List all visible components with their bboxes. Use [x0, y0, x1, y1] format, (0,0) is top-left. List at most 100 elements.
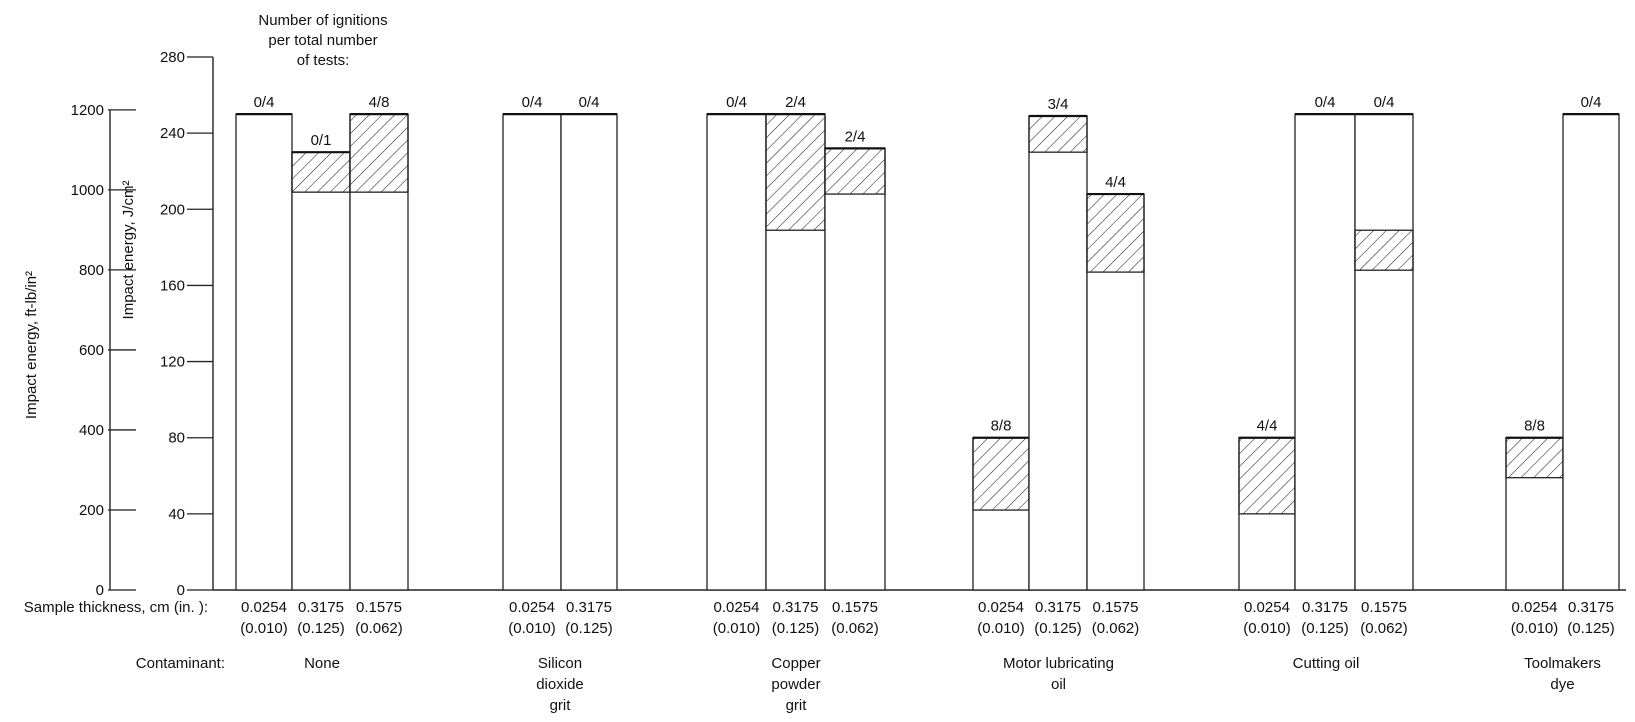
- left-axis-tick-label: 1000: [71, 182, 104, 199]
- right-axis-tick-label: 0: [177, 582, 185, 599]
- left-axis-tick-label: 200: [79, 502, 104, 519]
- thickness-cm-label: 0.1575: [356, 599, 402, 616]
- thickness-in-label: (0.125): [565, 620, 613, 637]
- ignition-ratio-label: 4/4: [1105, 174, 1126, 191]
- contaminant-label: None: [304, 655, 340, 672]
- right-axis-tick-label: 120: [160, 354, 185, 371]
- thickness-in-label: (0.125): [1301, 620, 1349, 637]
- contaminant-row-label: Contaminant:: [136, 655, 225, 672]
- ignition-ratio-label: 4/8: [369, 94, 390, 111]
- ignition-ratio-label: 8/8: [1524, 418, 1545, 435]
- bar-hatched-region: [1505, 437, 1564, 479]
- contaminant-label: Toolmakers: [1524, 655, 1601, 672]
- thickness-cm-label: 0.1575: [1093, 599, 1139, 616]
- bars-layer: [235, 113, 1620, 591]
- left-axis-tick-label: 600: [79, 342, 104, 359]
- ignition-ratio-label: 0/4: [579, 94, 600, 111]
- thickness-in-label: (0.010): [713, 620, 761, 637]
- thickness-cm-label: 0.1575: [832, 599, 878, 616]
- right-axis-tick-label: 200: [160, 201, 185, 218]
- right-axis-tick-label: 80: [168, 430, 185, 447]
- thickness-cm-label: 0.0254: [1512, 599, 1558, 616]
- thickness-in-label: (0.125): [1034, 620, 1082, 637]
- right-axis-tick-label: 280: [160, 49, 185, 66]
- thickness-cm-label: 0.0254: [978, 599, 1024, 616]
- right-axis-tick-label: 40: [168, 506, 185, 523]
- thickness-cm-label: 0.3175: [298, 599, 344, 616]
- bar: [824, 147, 886, 591]
- bar: [560, 113, 618, 591]
- ignition-ratio-label: 8/8: [991, 418, 1012, 435]
- ignitions-legend-title: per total number: [268, 32, 377, 49]
- contaminant-label: Copper: [771, 655, 820, 672]
- thickness-cm-label: 0.3175: [1568, 599, 1614, 616]
- ignition-ratio-label: 0/4: [1581, 94, 1602, 111]
- thickness-in-label: (0.062): [1092, 620, 1140, 637]
- contaminant-label: grit: [550, 697, 572, 714]
- thickness-in-label: (0.125): [772, 620, 820, 637]
- ignition-ratio-label: 2/4: [845, 128, 866, 145]
- bar: [291, 151, 351, 591]
- bar-hatched-region: [972, 437, 1030, 511]
- thickness-in-label: (0.010): [240, 620, 288, 637]
- thickness-in-label: (0.062): [831, 620, 879, 637]
- ignition-ratio-label: 3/4: [1048, 96, 1069, 113]
- right-axis-tick-label: 160: [160, 277, 185, 294]
- thickness-row-label: Sample thickness, cm (in. ):: [24, 599, 208, 616]
- contaminant-label: Silicon: [538, 655, 582, 672]
- bar-hatched-region: [1086, 193, 1145, 273]
- bar: [706, 113, 767, 591]
- bar: [1562, 113, 1620, 591]
- ignition-ratio-label: 0/4: [522, 94, 543, 111]
- bar: [235, 113, 293, 591]
- thickness-cm-label: 0.0254: [241, 599, 287, 616]
- contaminant-label: grit: [786, 697, 808, 714]
- left-axis-title: Impact energy, ft-lb/in²: [23, 271, 40, 419]
- thickness-in-label: (0.125): [297, 620, 345, 637]
- bar-hatched-region: [1028, 115, 1088, 153]
- bar-hatched-region: [291, 151, 351, 193]
- ignition-ratio-label: 0/4: [254, 94, 275, 111]
- contaminant-label: dioxide: [536, 676, 584, 693]
- right-axis-title: Impact energy, J/cm²: [120, 181, 137, 320]
- left-axis-tick-label: 400: [79, 422, 104, 439]
- bar-hatched-region: [1354, 229, 1414, 271]
- contaminant-label: dye: [1550, 676, 1574, 693]
- thickness-in-label: (0.062): [355, 620, 403, 637]
- thickness-cm-label: 0.0254: [509, 599, 555, 616]
- thickness-cm-label: 0.0254: [714, 599, 760, 616]
- thickness-in-label: (0.062): [1360, 620, 1408, 637]
- thickness-cm-label: 0.1575: [1361, 599, 1407, 616]
- thickness-cm-label: 0.0254: [1244, 599, 1290, 616]
- thickness-cm-label: 0.3175: [1302, 599, 1348, 616]
- bar: [502, 113, 562, 591]
- bar-hatched-region: [349, 113, 409, 193]
- ignitions-legend-title: of tests:: [297, 52, 350, 69]
- bar: [349, 113, 409, 591]
- bar-hatched-region: [1238, 437, 1296, 515]
- thickness-in-label: (0.010): [508, 620, 556, 637]
- thickness-in-label: (0.125): [1567, 620, 1615, 637]
- ignition-ratio-label: 0/4: [1374, 94, 1395, 111]
- contaminant-label: oil: [1051, 676, 1066, 693]
- ignition-ratio-label: 0/4: [726, 94, 747, 111]
- thickness-cm-label: 0.3175: [566, 599, 612, 616]
- thickness-in-label: (0.010): [1511, 620, 1559, 637]
- thickness-in-label: (0.010): [977, 620, 1025, 637]
- right-axis-tick-label: 240: [160, 125, 185, 142]
- ignition-ratio-label: 0/1: [311, 132, 332, 149]
- bar: [1354, 113, 1414, 591]
- ignition-ratio-label: 0/4: [1315, 94, 1336, 111]
- left-axis-tick-label: 800: [79, 262, 104, 279]
- left-axis-tick-label: 0: [96, 582, 104, 599]
- bar-hatched-region: [765, 113, 826, 231]
- thickness-in-label: (0.010): [1243, 620, 1291, 637]
- contaminant-label: Motor lubricating: [1003, 655, 1114, 672]
- labels-layer: Number of ignitions per total number of te…: [24, 12, 1615, 714]
- contaminant-label: powder: [771, 676, 820, 693]
- bar: [1294, 113, 1356, 591]
- contaminant-label: Cutting oil: [1293, 655, 1360, 672]
- thickness-cm-label: 0.3175: [773, 599, 819, 616]
